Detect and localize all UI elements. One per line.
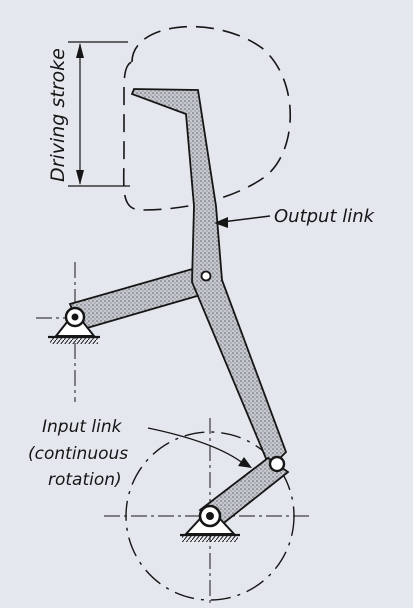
input-link-leader xyxy=(147,427,252,468)
bottom-ground-pivot-icon xyxy=(180,504,240,542)
arrowhead-down-icon xyxy=(76,170,84,185)
input-leader-arrowhead-icon xyxy=(238,457,252,468)
output-link-label: Output link xyxy=(274,206,376,227)
rocker-coupler-joint-icon xyxy=(200,270,212,282)
leader-arrowhead-icon xyxy=(214,217,228,228)
input-link-label-line1: Input link xyxy=(42,417,123,437)
rocker-link xyxy=(68,266,206,332)
output-link-leader xyxy=(214,215,271,228)
crank-coupler-joint-icon xyxy=(268,455,286,473)
left-ground-pivot-icon xyxy=(48,306,100,344)
driving-stroke-dimension xyxy=(68,41,130,187)
input-link-label-line2: (continuous xyxy=(28,444,128,464)
driving-stroke-label: Driving stroke xyxy=(47,48,69,182)
arrowhead-up-icon xyxy=(76,43,84,58)
input-link-label-line3: rotation) xyxy=(48,470,122,490)
coupler-curve xyxy=(122,25,291,211)
